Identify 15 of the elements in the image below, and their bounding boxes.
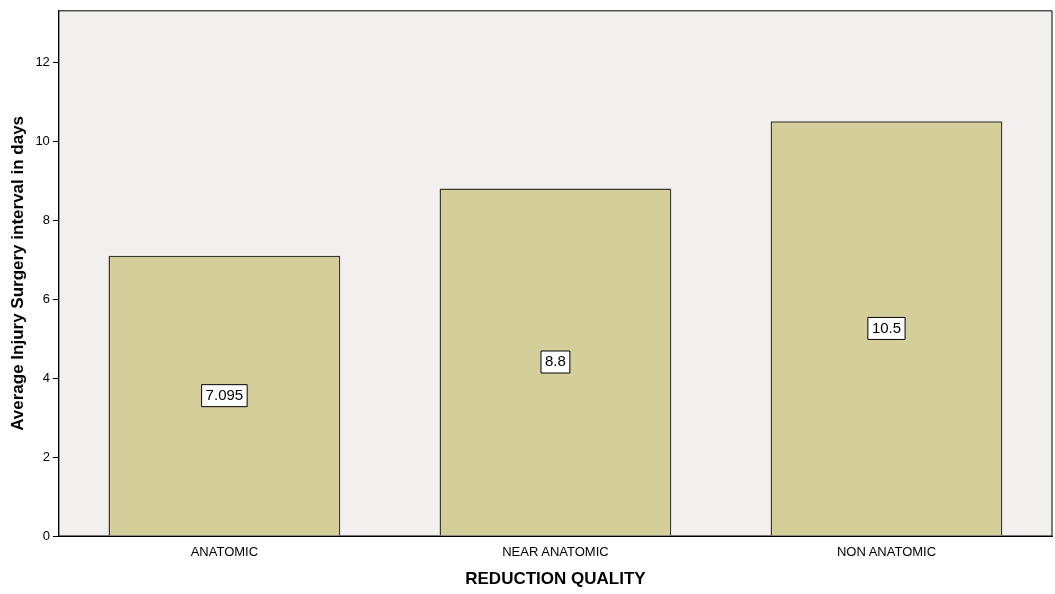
y-tick-label: 12: [35, 53, 50, 69]
x-tick-label: NEAR ANATOMIC: [502, 544, 609, 560]
data-label: 7.095: [205, 385, 244, 403]
y-axis-title: Average Injury Surgery interval in days: [7, 115, 27, 431]
y-tick-label: 2: [42, 448, 50, 464]
y-tick-label: 8: [42, 211, 50, 227]
x-tick-label: NON ANATOMIC: [836, 544, 937, 560]
y-tick-label: 6: [42, 290, 50, 306]
y-tick-label: 10: [35, 132, 50, 148]
data-label: 10.5: [871, 318, 902, 336]
data-label: 8.8: [545, 352, 566, 370]
x-tick-label: ANATOMIC: [190, 544, 259, 560]
y-tick-label: 4: [42, 369, 50, 385]
x-axis-title: REDUCTION QUALITY: [465, 569, 647, 589]
y-tick-label: 0: [42, 527, 50, 543]
